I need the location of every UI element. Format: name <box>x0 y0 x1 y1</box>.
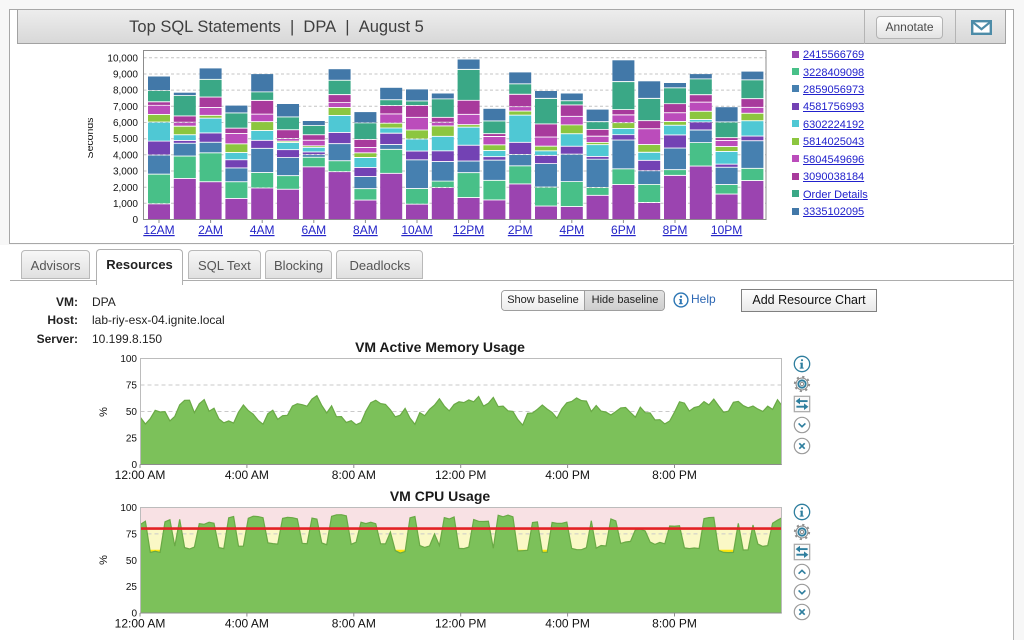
svg-text:4:00 PM: 4:00 PM <box>545 468 590 482</box>
svg-text:4:00 AM: 4:00 AM <box>225 617 269 631</box>
svg-text:%: % <box>98 555 110 565</box>
svg-text:VM Active Memory Usage: VM Active Memory Usage <box>355 339 525 355</box>
svg-text:3,000: 3,000 <box>113 167 138 178</box>
svg-text:50: 50 <box>126 556 138 567</box>
svg-text:Seconds: Seconds <box>88 118 96 159</box>
svg-text:8AM: 8AM <box>353 223 378 237</box>
svg-text:50: 50 <box>126 407 138 418</box>
svg-text:75: 75 <box>126 381 138 392</box>
svg-text:4,000: 4,000 <box>113 150 138 161</box>
svg-text:8:00 PM: 8:00 PM <box>652 617 697 631</box>
svg-text:10AM: 10AM <box>401 223 432 237</box>
svg-text:10PM: 10PM <box>711 223 742 237</box>
svg-text:75: 75 <box>126 530 138 541</box>
svg-text:12:00 AM: 12:00 AM <box>115 617 166 631</box>
svg-text:4AM: 4AM <box>250 223 275 237</box>
svg-text:2AM: 2AM <box>198 223 223 237</box>
svg-text:8:00 AM: 8:00 AM <box>332 468 376 482</box>
svg-text:12:00 AM: 12:00 AM <box>115 468 166 482</box>
svg-text:5,000: 5,000 <box>113 134 138 145</box>
svg-text:8,000: 8,000 <box>113 86 138 97</box>
svg-text:4:00 PM: 4:00 PM <box>545 617 590 631</box>
svg-text:1,000: 1,000 <box>113 199 138 210</box>
svg-text:8PM: 8PM <box>663 223 688 237</box>
svg-text:VM CPU Usage: VM CPU Usage <box>390 488 491 504</box>
svg-text:6PM: 6PM <box>611 223 636 237</box>
svg-text:2PM: 2PM <box>508 223 533 237</box>
svg-text:0: 0 <box>132 215 138 226</box>
svg-text:%: % <box>98 407 110 417</box>
svg-text:0: 0 <box>131 460 137 471</box>
svg-text:4PM: 4PM <box>559 223 584 237</box>
svg-text:25: 25 <box>126 434 138 445</box>
svg-text:12PM: 12PM <box>453 223 484 237</box>
svg-text:0: 0 <box>131 609 137 620</box>
svg-text:8:00 PM: 8:00 PM <box>652 468 697 482</box>
svg-text:4:00 AM: 4:00 AM <box>225 468 269 482</box>
svg-text:12:00 PM: 12:00 PM <box>435 617 486 631</box>
svg-text:100: 100 <box>120 503 137 514</box>
svg-text:100: 100 <box>120 354 137 365</box>
svg-text:6AM: 6AM <box>301 223 326 237</box>
svg-text:2,000: 2,000 <box>113 183 138 194</box>
svg-text:10,000: 10,000 <box>107 53 138 64</box>
svg-text:12AM: 12AM <box>143 223 174 237</box>
svg-text:8:00 AM: 8:00 AM <box>332 617 376 631</box>
svg-text:9,000: 9,000 <box>113 70 138 81</box>
svg-text:12:00 PM: 12:00 PM <box>435 468 486 482</box>
svg-text:6,000: 6,000 <box>113 118 138 129</box>
svg-text:7,000: 7,000 <box>113 102 138 113</box>
svg-text:25: 25 <box>126 582 138 593</box>
